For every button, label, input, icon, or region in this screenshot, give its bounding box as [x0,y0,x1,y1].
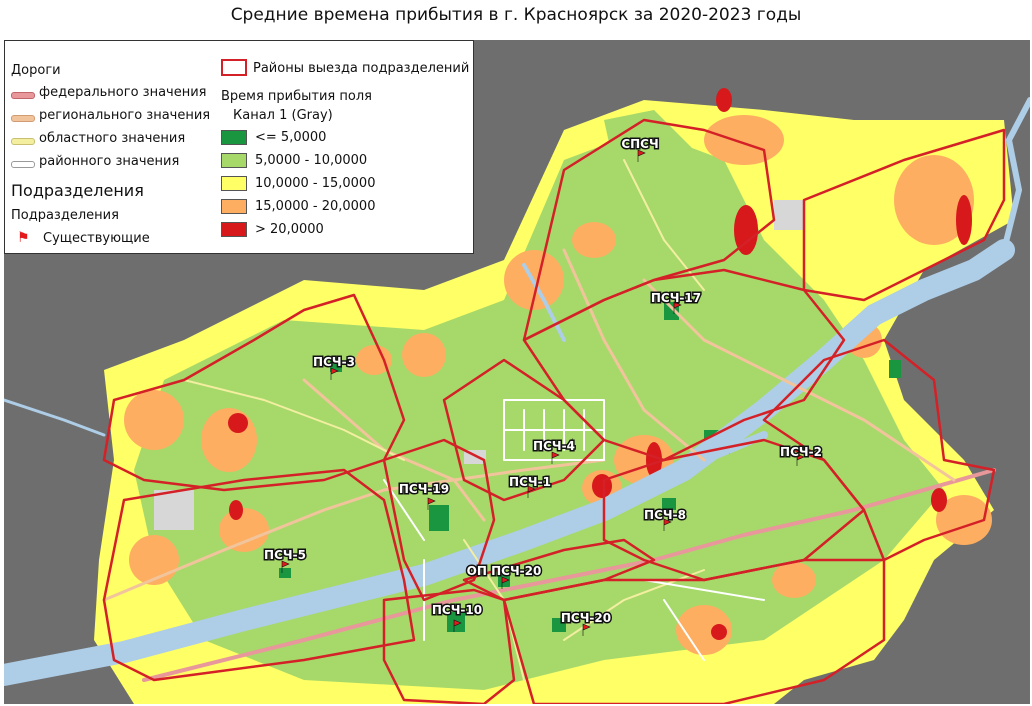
flag-psch-1 [527,485,536,498]
flag-psch-2 [796,453,805,466]
flag-psch-10 [453,619,462,632]
district-psch-19 [382,438,496,602]
flag-psch-17 [673,301,682,314]
legend-class-0: <= 5,0000 [255,130,327,145]
raster-green-north [604,110,704,210]
district-psch-5 [102,468,416,682]
flag-psch-4 [551,451,560,464]
legend-units-heading: Подразделения [11,181,144,200]
legend-class-swatch-3 [221,199,247,214]
legend-band-label: Канал 1 (Gray) [233,108,333,123]
legend-units-sub: Подразделения [11,208,119,223]
district-psch-20 [502,558,886,704]
district-psch-3 [102,293,406,492]
raster-red-patches [228,88,972,640]
flag-icon: ⚑ [17,230,30,246]
flag-psch-3 [330,367,339,380]
legend-time-heading: Время прибытия поля [221,89,372,104]
district-east-bank [802,128,1006,302]
legend-districts: Районы выезда подразделений [253,61,470,76]
station-labels: СПСЧ ПСЧ-17 ПСЧ-3 ПСЧ-4 ПСЧ-2 ПСЧ-1 ПСЧ-… [263,136,824,627]
legend-class-1: 5,0000 - 10,0000 [255,153,368,168]
legend-road-district: районного значения [39,154,180,169]
district-psch-2 [762,338,996,562]
legend-class-3: 15,0000 - 20,0000 [255,199,376,214]
legend-district-swatch [221,59,247,76]
arrival-time-map[interactable]: СПСЧ ПСЧ-17 ПСЧ-3 ПСЧ-4 ПСЧ-2 ПСЧ-1 ПСЧ-… [4,40,1030,704]
legend-roads-heading: Дороги [11,63,61,78]
flag-spsch [637,149,646,162]
river-yenisei [4,97,1030,686]
legend-class-4: > 20,0000 [255,222,324,237]
legend-class-swatch-0 [221,130,247,145]
map-title: Средние времена прибытия в г. Красноярск… [230,5,802,25]
flag-psch-20 [582,623,591,636]
district-psch-8 [602,438,866,582]
district-boundaries [102,118,1006,704]
legend-class-swatch-1 [221,153,247,168]
legend-road-oblast: областного значения [39,131,186,146]
raster-green-zone [134,130,944,690]
raster-no-data [154,200,804,530]
district-op-psch-20 [462,538,656,602]
station-label-psch-19: ПСЧ-19 [399,482,449,496]
legend-unit-existing: Существующие [43,231,150,246]
map-legend: Дороги федерального значения регионально… [4,40,474,254]
station-label-psch-2: ПСЧ-2 [780,445,822,459]
raster-orange-patches [124,115,992,655]
flag-psch-5 [281,560,290,573]
district-psch-10 [382,588,516,704]
station-label-psch-4: ПСЧ-4 [533,439,575,453]
station-label-psch-8: ПСЧ-8 [644,508,686,522]
legend-class-swatch-4 [221,222,247,237]
legend-class-2: 10,0000 - 15,0000 [255,176,376,191]
legend-road-federal: федерального значения [39,85,207,100]
station-label-psch-20: ПСЧ-20 [561,611,611,625]
flag-psch-19 [427,497,436,510]
station-flags [281,149,805,636]
arrival-time-raster [94,88,1014,704]
station-label-op-psch-20: ОП ПСЧ-20 [467,564,542,578]
legend-road-regional-line [11,115,35,122]
station-label-psch-17: ПСЧ-17 [651,291,701,305]
flag-op-psch-20 [501,576,510,589]
legend-road-federal-line [11,92,35,99]
flag-psch-8 [663,518,672,531]
district-psch-4 [442,358,606,502]
station-label-psch-5: ПСЧ-5 [264,548,306,562]
station-label-psch-10: ПСЧ-10 [432,603,482,617]
legend-road-oblast-line [11,138,35,145]
legend-road-district-line [11,161,35,168]
station-label-spsch: СПСЧ [621,137,658,151]
legend-road-regional: регионального значения [39,108,211,123]
station-label-psch-1: ПСЧ-1 [509,475,551,489]
station-label-psch-3: ПСЧ-3 [313,355,355,369]
legend-class-swatch-2 [221,176,247,191]
